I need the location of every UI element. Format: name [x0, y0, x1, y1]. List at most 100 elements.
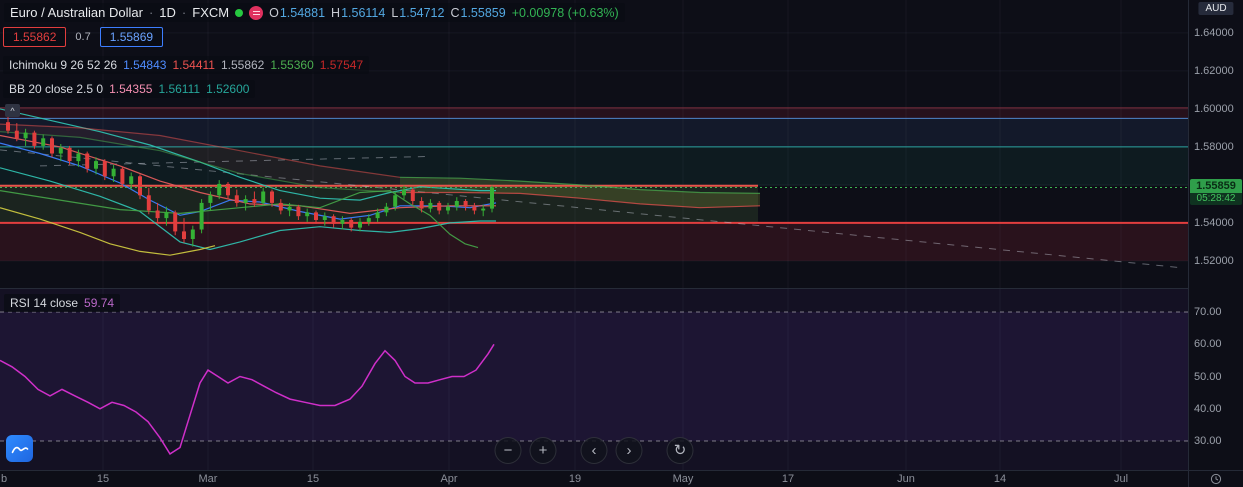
candle-body — [287, 206, 292, 211]
axis-currency-toggle[interactable]: AUD — [1198, 2, 1234, 15]
dashed-trendline — [0, 149, 1184, 269]
candle-body — [41, 138, 46, 146]
time-axis-label: 15 — [96, 473, 110, 485]
rsi-line — [0, 343, 495, 455]
trade-widget: 1.55862 0.7 1.55869 — [3, 27, 164, 47]
ohlc-open: O 1.54881 — [269, 5, 326, 20]
ichimoku-cloud — [0, 124, 400, 193]
candle-body — [331, 216, 336, 224]
ichimoku-legend[interactable]: Ichimoku 9 26 52 26 1.54843 1.54411 1.55… — [3, 56, 370, 74]
candle-body — [199, 202, 204, 230]
chart-area[interactable]: Euro / Australian Dollar · 1D · FXCM O 1… — [0, 0, 1188, 470]
time-axis-label: 17 — [781, 473, 795, 485]
change-value: +0.00978 (+0.63%) — [511, 5, 619, 20]
rsi-pane[interactable] — [0, 288, 1188, 470]
sr-zone — [0, 146, 1188, 186]
time-axis-label: 19 — [568, 473, 582, 485]
timezone-clock-button[interactable] — [1188, 470, 1243, 487]
rsi-band — [0, 312, 1188, 441]
candle-body — [314, 212, 318, 220]
time-axis[interactable]: b 15 Mar 15 Apr 19 May 17 Jun 14 Jul — [0, 470, 1188, 487]
candle-body — [472, 206, 477, 211]
symbol-title: Euro / Australian Dollar — [10, 5, 143, 20]
price-axis-label: 1.58000 — [1194, 140, 1234, 153]
rsi-axis-label: 70.00 — [1194, 306, 1222, 318]
zoom-out-button[interactable]: − — [494, 437, 522, 464]
waves-glyph — [11, 446, 28, 453]
sell-price-button[interactable]: 1.55862 — [3, 27, 67, 47]
last-price-badge: 1.55859 05:28:42 — [1190, 178, 1242, 205]
candle-body — [410, 189, 415, 201]
collapse-arrow-marker[interactable]: ^ — [5, 104, 20, 117]
main-price-pane[interactable] — [0, 0, 1188, 288]
bb-legend[interactable]: BB 20 close 2.5 0 1.54355 1.56111 1.5260… — [3, 80, 256, 98]
candle-body — [182, 231, 186, 239]
ichimoku-legend-chip: Ichimoku 9 26 52 26 1.54843 1.54411 1.55… — [3, 56, 370, 74]
ichimoku-label: Ichimoku 9 26 52 26 — [9, 58, 118, 72]
candle-body — [138, 176, 142, 196]
candle-body — [129, 176, 134, 184]
rsi-legend[interactable]: RSI 14 close 59.74 — [4, 294, 121, 312]
candle-body — [349, 220, 354, 228]
time-axis-label: Apr — [440, 473, 458, 485]
price-axis-label: 1.60000 — [1194, 102, 1234, 115]
pane-separator[interactable] — [0, 288, 1188, 289]
quick-menu-icon[interactable] — [249, 5, 264, 20]
reset-chart-button[interactable]: ↻ — [666, 437, 694, 464]
chart-logo-icon[interactable] — [6, 435, 33, 462]
bb-value: 1.54355 — [109, 82, 153, 96]
sr-zone — [0, 222, 1188, 261]
buy-price-button[interactable]: 1.55869 — [99, 27, 164, 47]
cloud-lower-edge — [0, 131, 401, 194]
rsi-axis-label: 40.00 — [1194, 402, 1222, 415]
separator-dot: · — [181, 5, 187, 20]
time-axis-label: Jul — [1113, 473, 1129, 485]
clock-icon — [1210, 473, 1222, 485]
symbol-legend[interactable]: Euro / Australian Dollar · 1D · FXCM O 1… — [4, 3, 625, 22]
ichimoku-value: 1.54411 — [172, 58, 215, 72]
time-axis-label: b — [0, 473, 8, 485]
candle-body — [296, 206, 301, 217]
ohlc-close: C 1.55859 — [450, 5, 506, 20]
scroll-left-button[interactable]: ‹ — [580, 437, 608, 464]
candle-body — [428, 202, 433, 209]
candle-body — [402, 189, 406, 196]
rsi-label: RSI 14 close — [10, 296, 79, 310]
candle-body — [446, 206, 450, 211]
chikou-line — [0, 189, 479, 249]
ichimoku-value: 1.54843 — [123, 58, 167, 72]
rsi-axis-label: 50.00 — [1194, 370, 1222, 383]
scroll-right-button[interactable]: › — [615, 437, 643, 464]
bb-upper-line — [0, 108, 496, 201]
zoom-in-button[interactable]: + — [529, 437, 557, 464]
candle-body — [234, 195, 239, 203]
candle-body — [6, 122, 10, 131]
candle-body — [358, 221, 362, 228]
candle-body — [226, 183, 230, 196]
candle-body — [76, 153, 81, 162]
time-axis-label: Mar — [198, 473, 218, 485]
rsi-value: 59.74 — [84, 296, 115, 310]
separator-dot: · — [148, 5, 154, 20]
time-axis-label: May — [672, 473, 694, 485]
bb-basis-line — [0, 207, 216, 256]
ohlc-low: L 1.54712 — [391, 5, 445, 20]
dashed-trendline — [39, 155, 431, 167]
candle-body — [454, 201, 459, 207]
candle-body — [23, 132, 28, 139]
price-axis-label: 1.52000 — [1194, 254, 1234, 267]
bb-value: 1.56111 — [158, 82, 201, 96]
price-axis[interactable]: AUD 1.55859 05:28:42 1.64000 1.62000 1.600… — [1188, 0, 1243, 470]
bb-label: BB 20 close 2.5 0 — [9, 82, 104, 96]
cloud-upper-edge — [0, 123, 401, 178]
candle-body — [14, 130, 19, 139]
price-axis-label: 1.64000 — [1194, 26, 1234, 39]
rsi-axis-label: 60.00 — [1194, 338, 1222, 351]
symbol-legend-chip: Euro / Australian Dollar · 1D · FXCM O 1… — [4, 3, 625, 22]
market-status-icon — [235, 8, 244, 17]
candle-body — [243, 199, 248, 203]
candle-body — [322, 216, 327, 220]
chart-nav-toolbar: − + ‹ › ↻ — [491, 437, 698, 464]
price-axis-label: 1.62000 — [1194, 64, 1234, 77]
